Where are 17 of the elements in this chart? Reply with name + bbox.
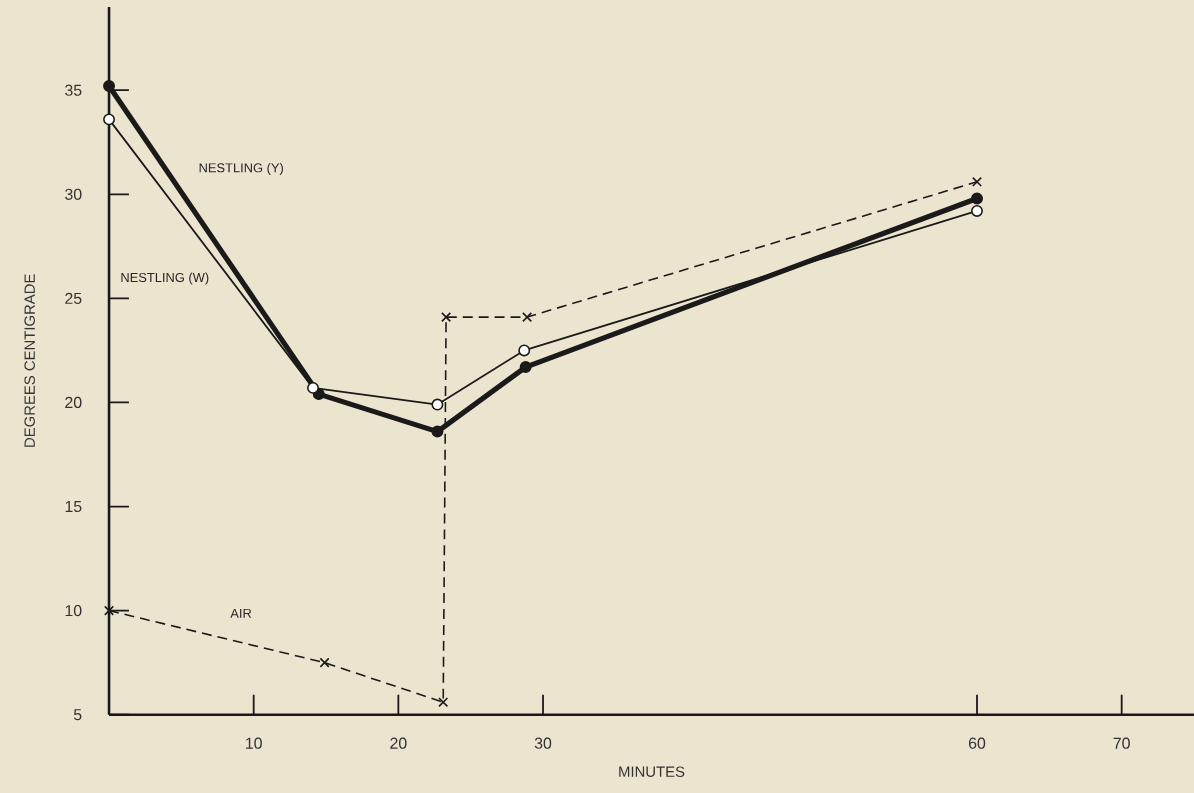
series-label: NESTLING (Y) [199, 162, 283, 175]
y-tick-label: 5 [73, 708, 82, 721]
series-label: AIR [230, 608, 252, 618]
y-tick-label: 10 [65, 604, 82, 617]
y-axis-title: DEGREES CENTIGRADE [24, 274, 35, 447]
x-tick-label: 20 [390, 737, 407, 749]
y-tick-label: 35 [65, 84, 82, 96]
y-tick-label: 30 [65, 188, 82, 200]
y-tick-label: 15 [65, 500, 82, 512]
x-tick-label: 70 [1113, 737, 1130, 749]
x-axis-title: MINUTES [619, 766, 685, 777]
x-tick-label: 60 [968, 737, 986, 749]
x-tick-label: 30 [534, 737, 552, 749]
x-tick-label: 10 [246, 737, 262, 749]
y-tick-label: 20 [65, 396, 82, 408]
series-label: NESTLING (W) [121, 272, 209, 285]
y-tick-label: 25 [65, 292, 82, 304]
